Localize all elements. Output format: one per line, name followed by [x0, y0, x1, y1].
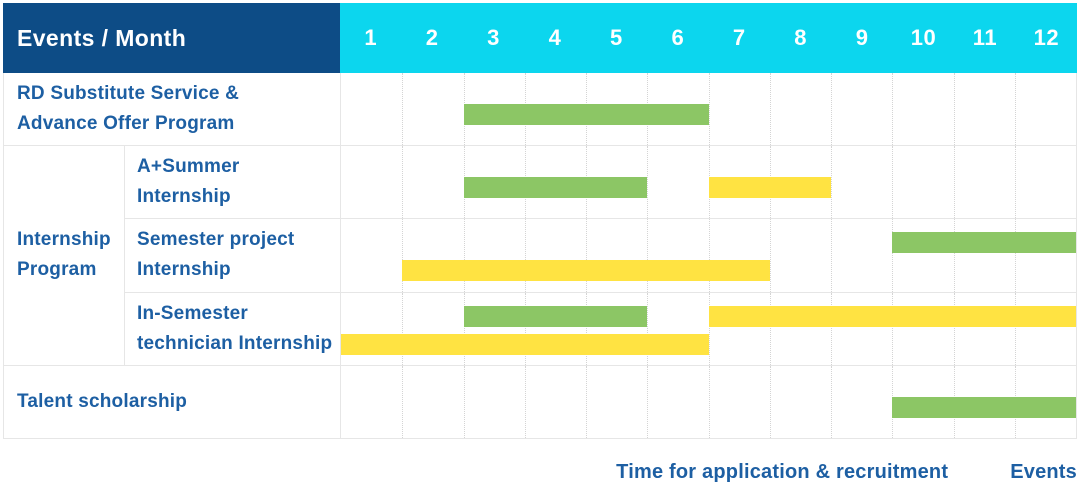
- month-gridline: [524, 292, 526, 365]
- month-gridline: [586, 365, 587, 438]
- month-header-7: 7: [732, 25, 746, 50]
- month-gridline: [1014, 292, 1016, 365]
- chart-cell-4: [340, 292, 1077, 366]
- yellow-square-icon: [972, 459, 998, 485]
- month-header-2: 2: [425, 25, 439, 50]
- green-square-icon: [578, 459, 604, 485]
- month-gridline: [402, 73, 404, 146]
- month-gridline: [586, 292, 587, 365]
- month-gridline: [402, 365, 404, 438]
- application-recruitment-bar: [463, 104, 709, 125]
- month-header-10: 10: [910, 25, 937, 50]
- month-gridline: [769, 292, 771, 365]
- events-month-header: Events / Month: [3, 3, 340, 73]
- events-bar: [708, 305, 1076, 327]
- month-header-4: 4: [548, 25, 562, 50]
- month-header-5: 5: [610, 25, 623, 50]
- legend-item-events: Events: [972, 459, 1077, 485]
- month-gridline: [708, 292, 710, 365]
- month-gridline: [769, 365, 771, 438]
- chart-cell-5: [340, 365, 1077, 439]
- month-gridline: [831, 146, 832, 219]
- application-recruitment-bar: [892, 396, 1076, 418]
- month-gridline: [831, 219, 832, 292]
- month-gridline: [953, 292, 955, 365]
- row-label-rd-substitute: RD Substitute Service & Advance Offer Pr…: [3, 73, 340, 147]
- month-gridline: [647, 219, 649, 292]
- month-gridline: [769, 219, 771, 292]
- month-gridline: [402, 146, 404, 219]
- row-group-label-internship-program: Internship Program: [3, 146, 124, 366]
- month-gridline: [953, 73, 955, 146]
- month-gridline: [892, 146, 894, 219]
- month-header-11: 11: [972, 25, 998, 50]
- legend-item-application-recruitment: Time for application & recruitment: [578, 459, 948, 485]
- month-gridline: [1014, 73, 1016, 146]
- month-gridline: [402, 219, 404, 292]
- month-gridline: [524, 365, 526, 438]
- month-header-1: 1: [364, 25, 378, 50]
- application-recruitment-bar: [892, 232, 1076, 254]
- month-gridline: [1014, 219, 1016, 292]
- legend-label: Time for application & recruitment: [616, 460, 949, 483]
- month-gridline: [831, 365, 832, 438]
- month-gridline: [647, 365, 649, 438]
- month-gridline: [463, 219, 465, 292]
- row-label-in-semester-technician: In-Semester technician Internship: [124, 292, 340, 366]
- month-gridline: [953, 146, 955, 219]
- month-header-3: 3: [487, 25, 500, 50]
- legend-label: Events: [1010, 460, 1077, 483]
- month-gridline: [463, 292, 465, 365]
- month-gridline: [708, 219, 710, 292]
- row-label-a-plus-summer: A+Summer Internship: [124, 146, 340, 220]
- month-gridline: [708, 73, 710, 146]
- month-gridline: [586, 219, 587, 292]
- chart-cell-1: [340, 73, 1077, 147]
- row-label-talent-scholarship: Talent scholarship: [3, 365, 340, 439]
- month-gridline: [1014, 146, 1016, 219]
- month-gridline: [953, 219, 955, 292]
- schedule-table: Events / Month 1 2 3 4 5 6 7 8 9 10 11 12 RD Substi…: [3, 3, 1077, 439]
- month-gridline: [892, 292, 894, 365]
- month-gridline: [524, 219, 526, 292]
- month-gridline: [463, 365, 465, 438]
- events-bar: [402, 260, 770, 282]
- month-gridline: [831, 73, 832, 146]
- chart-cell-3: [340, 219, 1077, 293]
- month-gridline: [769, 73, 771, 146]
- events-bar: [341, 333, 709, 355]
- month-header-12: 12: [1033, 25, 1060, 50]
- application-recruitment-bar: [463, 177, 648, 199]
- month-header-9: 9: [855, 25, 869, 50]
- events-month-header-label: Events / Month: [17, 24, 187, 51]
- month-gridline: [708, 365, 710, 438]
- row-label-semester-project: Semester project Internship: [124, 219, 340, 293]
- legend: Time for application & recruitment Event…: [578, 457, 1077, 487]
- month-gridline: [647, 146, 649, 219]
- month-gridline: [647, 292, 649, 365]
- chart-cell-2: [340, 146, 1077, 220]
- month-gridline: [831, 292, 832, 365]
- month-gridline: [892, 73, 894, 146]
- month-gridline: [892, 219, 894, 292]
- application-recruitment-bar: [463, 305, 648, 327]
- month-header-8: 8: [794, 25, 808, 50]
- events-bar: [708, 177, 831, 199]
- month-header-row: 1 2 3 4 5 6 7 8 9 10 11 12: [340, 3, 1077, 73]
- month-header-6: 6: [671, 25, 685, 50]
- month-gridline: [402, 292, 404, 365]
